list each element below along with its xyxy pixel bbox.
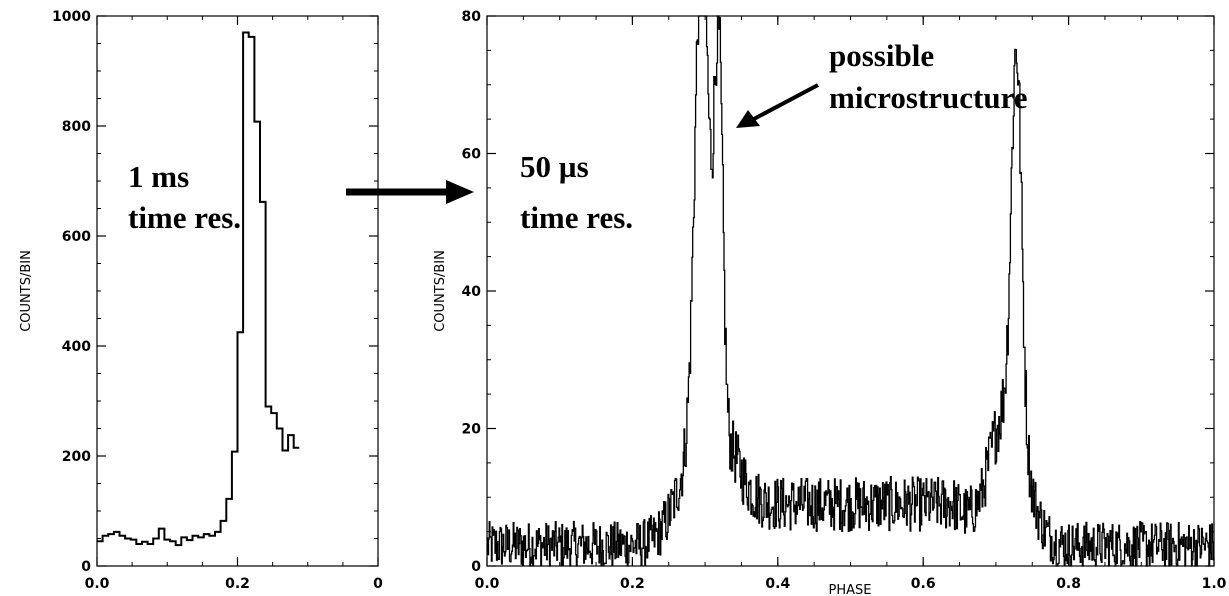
left-y-axis-label: COUNTS/BIN xyxy=(19,250,34,332)
right-x-axis-label: PHASE xyxy=(829,583,872,596)
x-tick-label: 0.0 xyxy=(85,576,110,592)
transition-arrow xyxy=(346,180,474,204)
y-tick-label: 600 xyxy=(62,229,91,245)
callout-arrow xyxy=(736,83,819,128)
left-axis-ticks: 0.0 0.2 0 0 200 400 600 800 1000 xyxy=(52,9,383,592)
x-tick-label: 0.0 xyxy=(475,576,500,592)
x-tick-label: 0.2 xyxy=(620,576,645,592)
left-plot-frame xyxy=(96,15,379,567)
right-annotation-line-2: time res. xyxy=(520,200,633,235)
right-annotation-line-1: 50 µs xyxy=(520,149,589,184)
y-tick-label: 0 xyxy=(81,559,91,575)
x-tick-label: 0.6 xyxy=(911,576,936,592)
left-annotation-line-1: 1 ms xyxy=(128,159,189,194)
right-profile-series xyxy=(487,15,1214,567)
x-tick-label: 0.4 xyxy=(765,576,790,592)
callout-line-2: microstructure xyxy=(829,80,1028,115)
y-tick-label: 60 xyxy=(462,147,482,163)
x-tick-label: 1.0 xyxy=(1202,576,1227,592)
right-profile-chart: 0.0 0.2 0.4 0.6 0.8 1.0 0 20 40 60 80 COUNTS/BIN P… xyxy=(433,9,1227,596)
y-tick-label: 400 xyxy=(62,339,91,355)
y-tick-label: 800 xyxy=(62,119,91,135)
right-y-axis-label: COUNTS/BIN xyxy=(433,250,448,332)
x-tick-label: 0.8 xyxy=(1056,576,1081,592)
y-tick-label: 40 xyxy=(462,284,482,300)
y-tick-label: 80 xyxy=(462,9,482,25)
left-histogram-series xyxy=(97,31,300,547)
left-annotation-line-2: time res. xyxy=(128,200,241,235)
left-histogram-chart: 0.0 0.2 0 0 200 400 600 800 1000 COUNTS/BIN 1 ms… xyxy=(19,9,383,592)
y-tick-label: 20 xyxy=(462,422,482,438)
callout-line-1: possible xyxy=(829,38,934,73)
y-tick-label: 0 xyxy=(471,559,481,575)
y-tick-label: 1000 xyxy=(52,9,91,25)
x-tick-label: 0.2 xyxy=(225,576,250,592)
y-tick-label: 200 xyxy=(62,449,91,465)
x-tick-label: 0 xyxy=(373,576,383,592)
right-axis-ticks: 0.0 0.2 0.4 0.6 0.8 1.0 0 20 40 60 80 xyxy=(462,9,1227,592)
